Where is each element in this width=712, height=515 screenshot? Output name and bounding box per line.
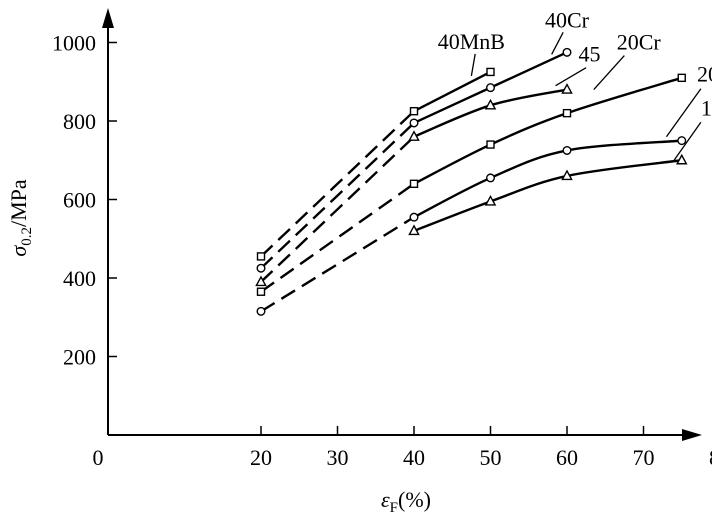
marker-triangle	[408, 224, 420, 236]
series-solid-10	[413, 159, 682, 233]
marker-circle	[486, 83, 496, 93]
marker-circle	[256, 263, 266, 273]
series-label-10: 10	[701, 95, 712, 120]
marker-circle	[409, 118, 419, 128]
series-solid-40mnb	[413, 70, 492, 113]
series-dashed-40cr	[260, 122, 415, 270]
series-dashed-20	[260, 216, 415, 313]
x-origin-label: 0	[93, 445, 104, 470]
leader-20cr	[593, 55, 625, 91]
y-tick-label: 1000	[52, 31, 96, 56]
series-dashed-40mnb	[260, 110, 415, 258]
marker-circle	[409, 212, 419, 222]
marker-triangle	[675, 153, 688, 165]
leader-20	[665, 88, 702, 138]
series-dashed-20cr	[260, 182, 415, 293]
x-tick-label: 60	[556, 445, 578, 470]
curves	[260, 51, 683, 313]
series-label-40cr: 40Cr	[545, 7, 590, 32]
series-label-45: 45	[578, 42, 600, 67]
x-tick-label: 80	[709, 445, 712, 470]
axes: 0 20 30 40 50 60 70 80 200 400 600 800 1000 εF(%) σ0.2…	[6, 8, 712, 515]
leader-10	[673, 121, 702, 161]
x-tick-label: 70	[633, 445, 655, 470]
marker-triangle	[561, 83, 573, 94]
marker-circle	[562, 47, 572, 57]
marker-square	[409, 106, 419, 116]
marker-square	[409, 179, 419, 189]
series-label-20: 20	[697, 62, 712, 87]
marker-square	[677, 73, 686, 83]
y-axis-label: σ0.2/MPa	[6, 179, 35, 257]
x-tick-label: 30	[327, 445, 349, 470]
marker-circle	[677, 136, 687, 146]
markers	[255, 47, 688, 316]
marker-square	[562, 108, 572, 118]
marker-circle	[256, 306, 266, 316]
leader-40cr	[551, 31, 564, 55]
marker-square	[486, 140, 495, 149]
marker-square	[486, 67, 495, 77]
marker-square	[256, 252, 266, 261]
y-tick-label: 200	[63, 345, 96, 370]
y-axis-arrow	[102, 8, 114, 28]
series-label-20cr: 20Cr	[617, 30, 662, 55]
x-axis-arrow	[682, 429, 702, 441]
series-solid-20	[413, 139, 682, 219]
x-axis-label: εF(%)	[381, 487, 431, 515]
marker-triangle	[255, 275, 267, 287]
series-label-40mnb: 40MnB	[438, 29, 505, 54]
marker-circle	[486, 173, 496, 183]
series-solid-20cr	[413, 76, 683, 185]
marker-triangle	[408, 130, 420, 141]
leader-45	[555, 67, 587, 87]
labels: 40MnB 40Cr 45 20Cr 20 10	[438, 7, 712, 161]
series-dashed-45	[260, 135, 415, 283]
x-tick-label: 50	[480, 445, 502, 470]
leader-40mnb	[470, 53, 476, 76]
x-tick-label: 20	[250, 445, 272, 470]
y-tick-label: 400	[63, 266, 96, 291]
y-tick-label: 800	[63, 109, 96, 134]
y-tick-label: 600	[63, 188, 96, 213]
marker-triangle	[484, 98, 497, 110]
marker-square	[256, 287, 266, 296]
marker-triangle	[561, 169, 573, 181]
marker-triangle	[484, 194, 497, 206]
marker-circle	[562, 145, 572, 155]
x-tick-label: 40	[403, 445, 425, 470]
